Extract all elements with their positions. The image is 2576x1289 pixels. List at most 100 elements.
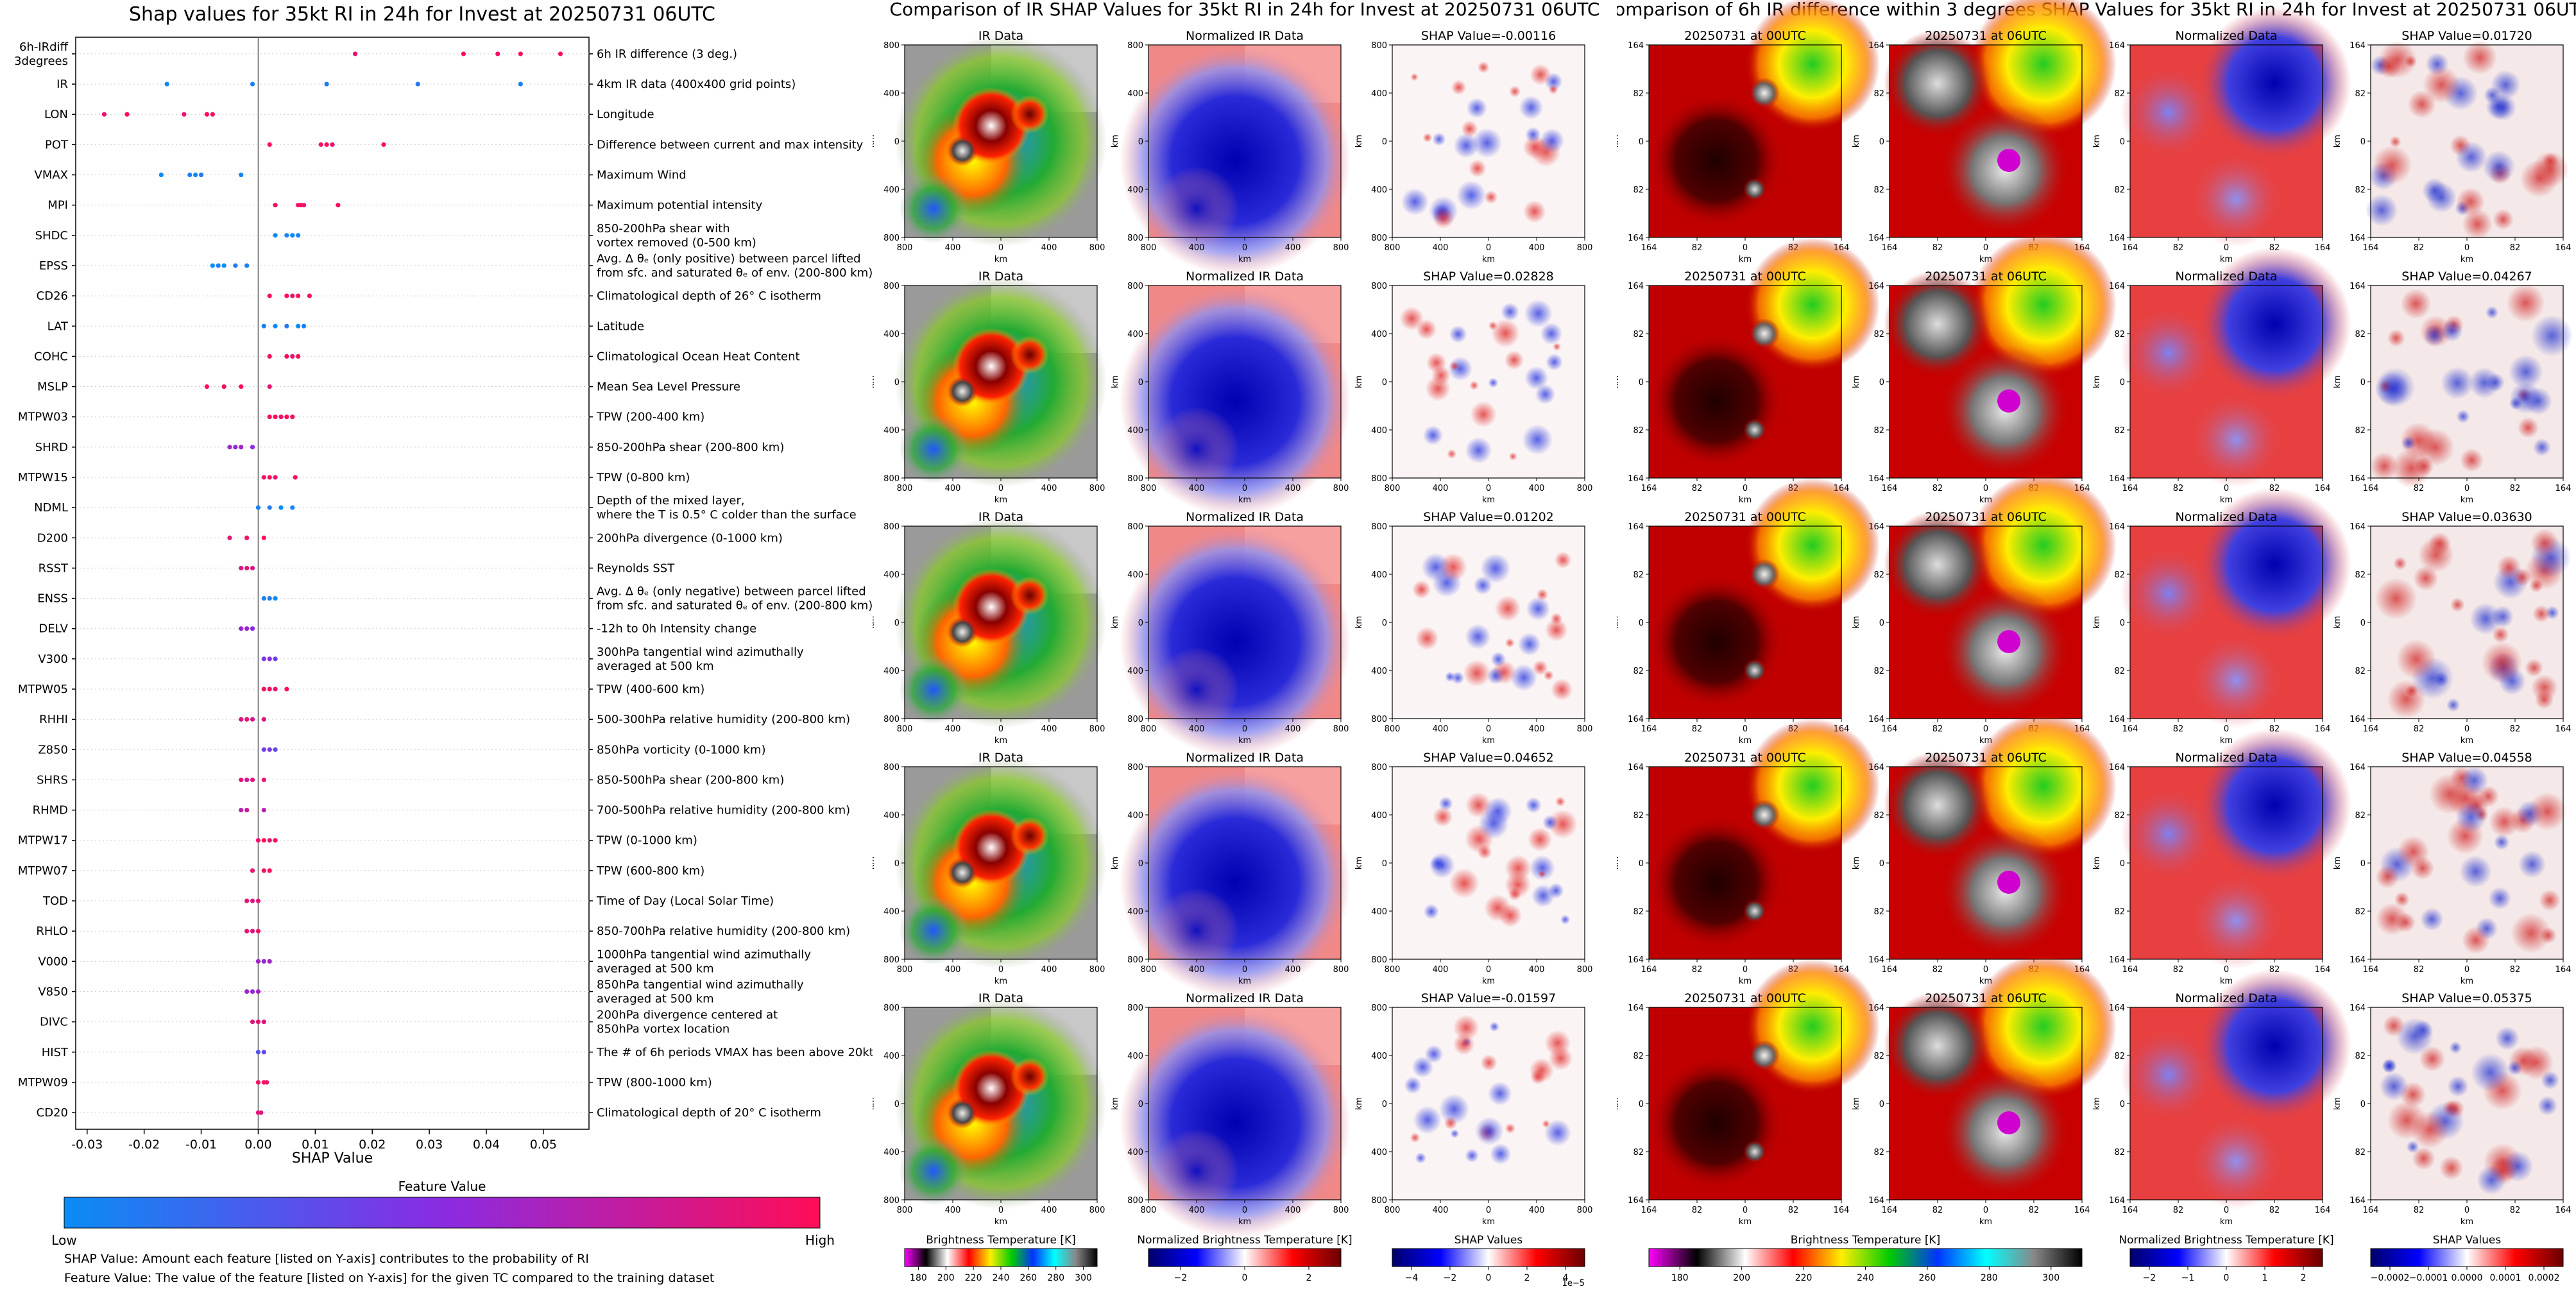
panel-title: Normalized IR Data	[1186, 269, 1304, 284]
shap-point	[324, 142, 329, 147]
feature-name-label: RHLO	[36, 925, 68, 938]
warm-region	[1745, 959, 1880, 1094]
feature-description-label: 850hPa tangential wind azimuthally averag…	[597, 978, 804, 1005]
shap-point	[261, 717, 266, 722]
x-tick-label: 0	[1743, 243, 1748, 253]
y-tick-label: 0	[1382, 1100, 1387, 1109]
shap-point	[558, 51, 563, 56]
feature-name-label: MTPW03	[18, 411, 68, 424]
feature-description-label: TPW (200-400 km)	[596, 411, 704, 424]
x-tick-label: 164	[2315, 724, 2331, 734]
feature-description-label: Maximum Wind	[597, 169, 687, 182]
panel-title: SHAP Value=0.04558	[2401, 751, 2532, 765]
shap-point	[273, 475, 278, 480]
feature-name-label: DIVC	[40, 1016, 68, 1029]
colorbar-high-label: High	[805, 1233, 835, 1248]
x-tick-label: 400	[945, 484, 961, 493]
shap-point	[221, 263, 226, 268]
feature-name-label: MTPW05	[18, 683, 68, 696]
feature-rows: 6h-IRdiff 3degrees 6h IR difference (3 deg…	[14, 40, 873, 1120]
y-tick-label: 164	[1628, 955, 1644, 965]
colorbar-tick-label: 260	[1019, 1273, 1037, 1283]
feature-name-label: SHRS	[37, 773, 68, 787]
x-axis-label: km	[994, 495, 1007, 505]
shap-point	[278, 414, 284, 420]
shap-point	[261, 656, 266, 662]
x-tick-label: 800	[1089, 243, 1105, 253]
y-tick-label: 82	[1873, 907, 1884, 917]
y-tick-label: 800	[1371, 1196, 1387, 1206]
colorbar-tick-label: 200	[1733, 1273, 1750, 1283]
convective-cell	[1011, 1057, 1049, 1096]
y-tick-label: 800	[1127, 282, 1143, 291]
shap-anomaly	[1413, 1105, 1442, 1134]
y-tick-label: 0	[1879, 378, 1884, 388]
y-tick-label: 82	[2114, 1052, 2125, 1061]
cold-cloud-region	[1120, 767, 1351, 998]
cloud-band	[899, 1136, 968, 1206]
shap-point	[250, 445, 255, 450]
x-tick-label: 0	[1743, 965, 1748, 975]
ir-brightness-image	[895, 757, 1107, 969]
panel-title: 20250731 at 00UTC	[1684, 510, 1806, 524]
x-tick-label: 800	[1577, 965, 1593, 975]
y-tick-label: 164	[2109, 763, 2125, 773]
feature-description-label: 850-500hPa shear (200-800 km)	[597, 773, 784, 787]
colorbar-low-label: Low	[51, 1233, 76, 1248]
shap-point	[301, 203, 307, 208]
cold-cloud-top	[1649, 574, 1784, 709]
shap-point	[164, 81, 169, 87]
shap-point	[267, 656, 272, 662]
shap-anomaly	[1490, 651, 1506, 667]
shap-anomaly	[1453, 133, 1479, 158]
feature-description-label: 850hPa vorticity (0-1000 km)	[597, 743, 766, 756]
panel-title: IR Data	[978, 29, 1023, 43]
y-tick-label: 400	[1371, 811, 1387, 821]
feature-name-label: RHMD	[33, 804, 68, 817]
y-tick-label: 400	[883, 1148, 900, 1157]
feature-row: RHMD 700-500hPa relative humidity (200-80…	[33, 804, 851, 817]
y-axis-label: km	[2092, 135, 2102, 148]
cloud-band	[899, 414, 968, 484]
x-tick-label: 400	[1285, 965, 1301, 975]
shap-point	[158, 172, 164, 178]
x-tick-label: 82	[2173, 1206, 2184, 1215]
x-tick-label: 164	[1834, 1206, 1850, 1215]
y-tick-label: 800	[883, 234, 900, 243]
cloud-band	[899, 655, 968, 724]
ir-brightness-image	[895, 276, 1107, 488]
feature-row: VMAX Maximum Wind	[35, 169, 687, 182]
x-axis-label: km	[1482, 255, 1495, 264]
shap-point	[239, 808, 244, 813]
feature-description-label: Climatological depth of 26° C isotherm	[597, 289, 821, 303]
cold-cloud-top	[1649, 334, 1784, 468]
feature-row: DELV -12h to 0h Intensity change	[38, 622, 756, 636]
x-tick-label: 0	[2464, 965, 2469, 975]
y-tick-label: 164	[2350, 763, 2366, 773]
y-tick-label: 400	[1127, 667, 1143, 676]
colorbar-bar	[1648, 1248, 2083, 1267]
shap-point	[244, 717, 250, 722]
shap-anomaly	[1410, 1132, 1420, 1143]
y-tick-label: 82	[2114, 426, 2125, 436]
y-tick-label: 164	[1628, 715, 1644, 724]
x-tick-label: 164	[2122, 484, 2138, 493]
shap-point	[261, 1020, 266, 1025]
x-axis-label: km	[1238, 255, 1251, 264]
panel-title: 20250731 at 06UTC	[1925, 510, 2047, 524]
shap-point	[261, 323, 266, 329]
x-axis-label: km	[1238, 977, 1251, 986]
x-tick-label: 0	[1983, 243, 1988, 253]
x-tick-label: 0	[2464, 243, 2469, 253]
shap-anomaly	[2460, 766, 2489, 795]
y-tick-label: 0	[1138, 859, 1143, 869]
feature-description-label: TPW (400-600 km)	[596, 683, 704, 696]
shap-anomaly	[1535, 384, 1556, 405]
x-tick-label: 82	[2510, 1206, 2521, 1215]
ir-00utc-image	[1649, 478, 1880, 719]
shap-anomaly	[1449, 868, 1480, 899]
colorbar-tick-label: 0.0001	[2490, 1273, 2521, 1283]
y-tick-label: 400	[883, 1052, 900, 1061]
